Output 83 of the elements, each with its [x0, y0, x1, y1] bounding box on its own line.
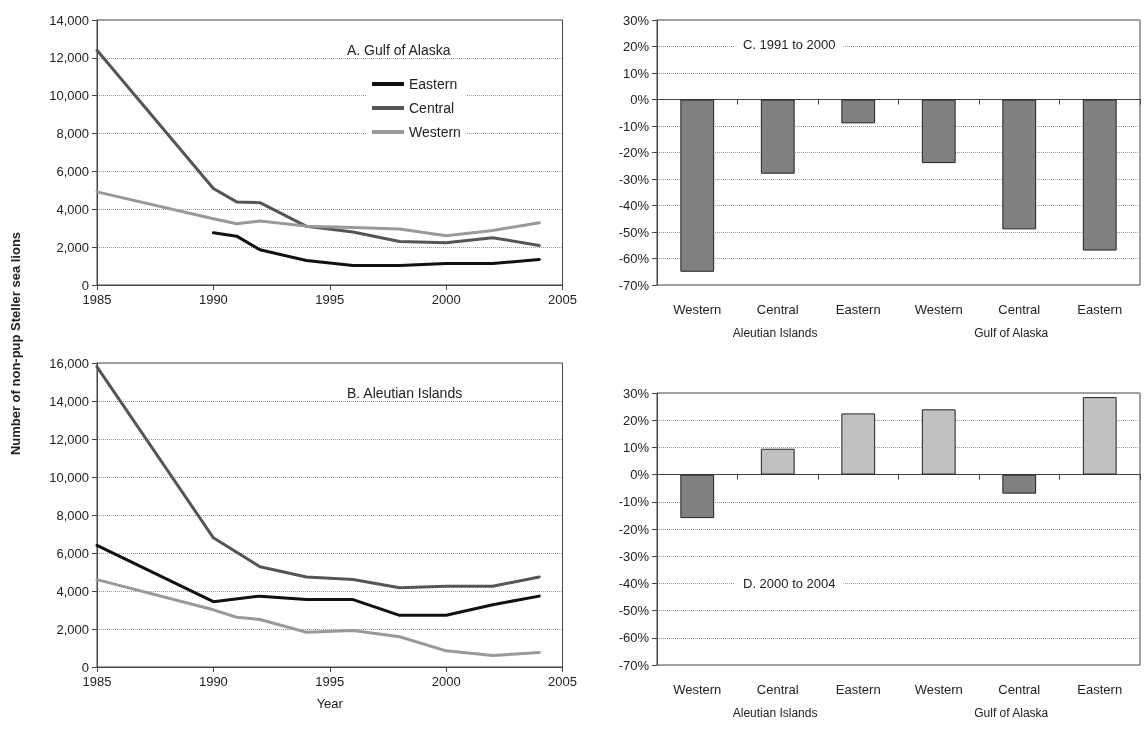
- y-tick-label: 10%: [622, 65, 650, 81]
- y-tick-label: 10,000: [49, 469, 89, 485]
- y-tick-label: 0%: [630, 92, 650, 107]
- x-tick-label: Eastern: [1077, 302, 1123, 317]
- legend-label: Western: [409, 124, 461, 140]
- x-tick-label: 1985: [82, 674, 112, 689]
- legend-label: Eastern: [409, 76, 458, 92]
- y-tick-label: 8,000: [56, 126, 89, 142]
- x-tick-label: 1985: [82, 292, 112, 307]
- bar: [921, 409, 956, 475]
- x-tick-label: 1995: [315, 292, 345, 307]
- y-tick-label: -40%: [618, 575, 650, 591]
- y-tick-label: 10%: [622, 439, 650, 455]
- x-tick-label: Western: [673, 302, 722, 317]
- text: D. 2000 to 2004: [743, 576, 836, 592]
- y-tick-label: 6,000: [56, 163, 89, 179]
- x-axis-title: Year: [316, 696, 344, 711]
- y-tick-label: 30%: [622, 385, 650, 401]
- x-tick-label: Central: [756, 302, 799, 317]
- y-tick-label: -30%: [618, 171, 650, 187]
- x-tick-label: 1990: [198, 292, 228, 307]
- y-tick-label: 6,000: [56, 545, 89, 561]
- y-tick-label: 4,000: [56, 583, 89, 599]
- y-axis-title: Number of non-pup Steller sea lions: [7, 230, 23, 458]
- y-tick-label: -50%: [618, 224, 650, 240]
- y-tick-label: -70%: [618, 657, 650, 673]
- y-tick-label: 30%: [622, 12, 650, 28]
- text: Aleutian Islands: [732, 706, 818, 720]
- y-tick-label: 20%: [622, 39, 650, 54]
- x-tick-label: Eastern: [1077, 682, 1123, 697]
- line-series: [95, 543, 541, 617]
- legend-label: Central: [409, 100, 455, 116]
- x-tick-label: 2005: [548, 674, 577, 689]
- y-tick-label: 8,000: [56, 507, 89, 523]
- x-tick-label: Western: [914, 302, 963, 317]
- x-tick-label: 1990: [198, 674, 228, 689]
- y-tick-label: 20%: [622, 412, 650, 428]
- y-tick-label: -50%: [618, 603, 650, 619]
- x-tick-label: Central: [998, 682, 1041, 697]
- text: B. Aleutian Islands: [347, 385, 463, 401]
- y-tick-label: 12,000: [49, 431, 89, 447]
- y-tick-label: 2,000: [56, 621, 89, 637]
- x-tick-label: 2000: [431, 674, 461, 689]
- y-tick-label: 14,000: [49, 12, 89, 28]
- line-series: [95, 365, 541, 590]
- text: Gulf of Alaska: [974, 706, 1049, 720]
- text: Gulf of Alaska: [974, 326, 1049, 340]
- bar: [680, 474, 715, 519]
- y-tick-label: 0: [81, 277, 89, 293]
- x-tick-label: Central: [756, 682, 799, 697]
- bar: [1002, 474, 1037, 494]
- x-tick-label: Western: [914, 682, 963, 697]
- bar: [1082, 397, 1117, 475]
- x-tick-label: 1995: [315, 674, 345, 689]
- y-tick-label: -10%: [618, 494, 650, 510]
- x-tick-label: Eastern: [835, 682, 881, 697]
- x-tick-label: Western: [673, 682, 722, 697]
- x-tick-label: 2000: [431, 292, 461, 307]
- y-tick-label: 2,000: [56, 239, 89, 255]
- y-tick-label: -30%: [618, 548, 650, 564]
- x-tick-label: Central: [998, 302, 1041, 317]
- text: C. 1991 to 2000: [743, 36, 836, 52]
- y-tick-label: -10%: [618, 118, 650, 134]
- text: A. Gulf of Alaska: [347, 42, 451, 58]
- x-tick-label: Eastern: [835, 302, 881, 317]
- y-tick-label: 12,000: [49, 50, 89, 66]
- text: Aleutian Islands: [732, 326, 818, 340]
- y-tick-label: 4,000: [56, 201, 89, 217]
- y-tick-label: -20%: [618, 145, 650, 160]
- y-tick-label: 0: [81, 659, 89, 675]
- bar: [841, 413, 876, 475]
- y-tick-label: 0%: [630, 467, 650, 483]
- bar: [760, 448, 795, 475]
- y-tick-label: -40%: [618, 198, 650, 213]
- y-tick-label: -60%: [618, 251, 650, 266]
- x-tick-label: 2005: [548, 292, 577, 307]
- line-series: [211, 231, 541, 267]
- y-tick-label: -20%: [618, 521, 650, 537]
- y-tick-label: -60%: [618, 630, 650, 646]
- y-tick-label: 16,000: [49, 355, 89, 371]
- y-tick-label: 10,000: [49, 88, 89, 104]
- y-tick-label: -70%: [618, 277, 650, 293]
- y-tick-label: 14,000: [49, 393, 89, 409]
